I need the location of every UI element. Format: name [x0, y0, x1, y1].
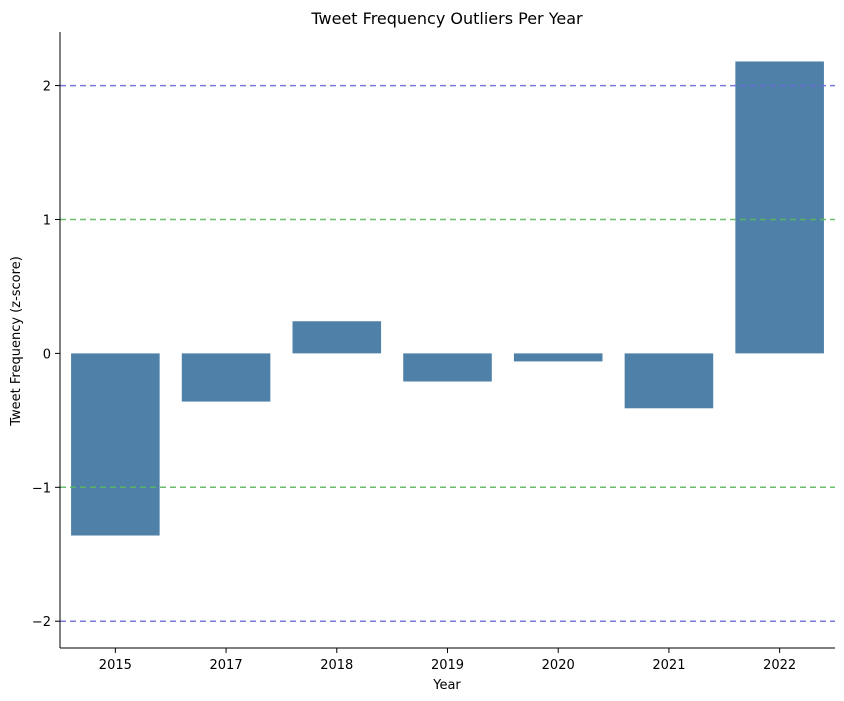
x-ticks-group: 2015 2017 2018 2019 2020 2021 2022	[99, 648, 796, 673]
bar-2017	[181, 353, 271, 402]
y-axis-title: Tweet Frequency (z-score)	[9, 256, 24, 427]
axes-group	[59, 32, 835, 649]
bar-2019	[403, 353, 492, 382]
x-tick-label: 2020	[542, 658, 575, 673]
y-tick-label: 2	[43, 80, 51, 95]
bar-2021	[624, 353, 714, 409]
x-axis-title: Year	[432, 678, 461, 693]
x-tick-label: 2021	[652, 658, 685, 673]
y-tick-label: 1	[43, 213, 51, 228]
bar-2020	[513, 353, 603, 362]
y-tick-label: 0	[43, 347, 51, 362]
x-tick-label: 2019	[431, 658, 464, 673]
bar-2022	[735, 61, 824, 354]
y-tick-label: −2	[32, 615, 51, 630]
bar-2018	[292, 321, 382, 354]
chart-title: Tweet Frequency Outliers Per Year	[310, 9, 583, 28]
y-ticks-group: −2 −1 0 1 2	[32, 80, 60, 630]
x-tick-label: 2015	[99, 658, 132, 673]
reference-lines	[60, 84, 835, 622]
x-tick-label: 2022	[763, 658, 796, 673]
bars-group	[71, 61, 824, 536]
x-tick-label: 2017	[210, 658, 243, 673]
bar-2015	[71, 353, 160, 536]
x-tick-label: 2018	[320, 658, 353, 673]
y-tick-label: −1	[32, 481, 51, 496]
